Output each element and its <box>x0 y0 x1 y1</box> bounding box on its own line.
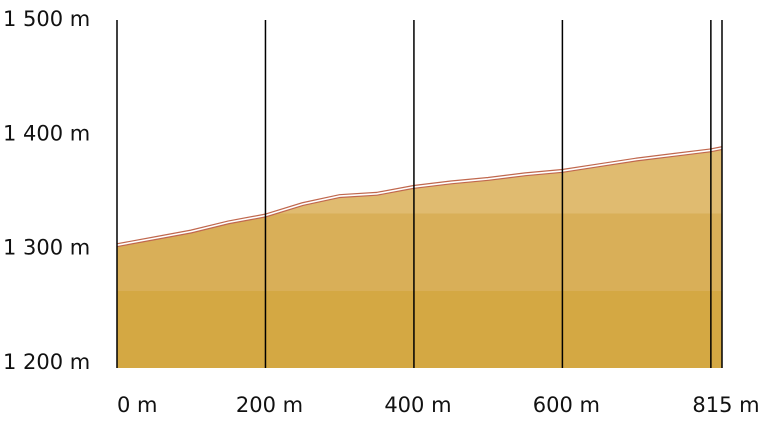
area-fill <box>117 148 722 368</box>
x-tick-label: 600 m <box>533 393 600 417</box>
profile-line <box>116 147 723 246</box>
x-tick-label: 400 m <box>384 393 451 417</box>
x-tick-label: 815 m <box>692 393 759 417</box>
x-tick-label: 200 m <box>236 393 303 417</box>
y-tick-label: 1 200 m <box>3 350 90 374</box>
y-tick-label: 1 400 m <box>3 121 90 145</box>
x-tick-label: 0 m <box>117 393 158 417</box>
y-tick-label: 1 300 m <box>3 236 90 260</box>
y-tick-label: 1 500 m <box>3 7 90 31</box>
